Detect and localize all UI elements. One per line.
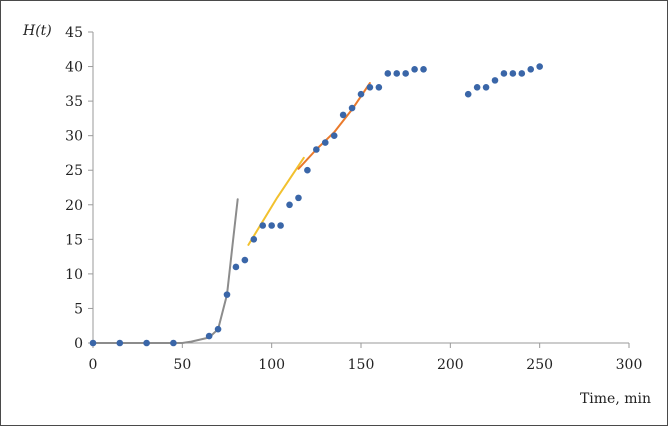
data-point: [357, 90, 365, 98]
data-point: [330, 132, 338, 139]
data-point: [500, 70, 508, 77]
data-point: [170, 339, 177, 347]
data-point: [214, 325, 222, 333]
data-point: [411, 66, 418, 73]
data-point: [393, 70, 401, 77]
x-tick-label: 300: [616, 357, 643, 373]
data-point: [491, 77, 499, 84]
y-tick-label: 20: [65, 198, 83, 214]
data-point: [527, 66, 535, 73]
x-axis-title: Time, min: [580, 391, 651, 407]
data-point: [509, 70, 517, 77]
x-tick-label: 250: [526, 357, 553, 373]
data-point: [321, 139, 329, 146]
data-point: [250, 236, 258, 243]
y-tick-label: 0: [74, 336, 83, 352]
data-point: [304, 166, 311, 174]
data-point: [464, 90, 472, 98]
y-tick-label: 10: [65, 267, 83, 283]
data-point: [268, 222, 275, 229]
data-point: [143, 339, 150, 347]
data-point: [205, 332, 213, 340]
data-point: [232, 263, 240, 271]
data-point: [259, 222, 267, 229]
y-tick-label: 25: [65, 163, 83, 179]
x-tick-label: 100: [258, 357, 285, 373]
data-point: [223, 291, 231, 298]
y-tick-label: 45: [65, 25, 83, 41]
y-tick-label: 30: [65, 129, 83, 145]
data-point: [295, 194, 302, 202]
y-tick-label: 35: [65, 94, 83, 110]
data-point: [402, 70, 409, 77]
x-tick-label: 50: [173, 357, 191, 373]
data-point: [482, 83, 490, 91]
fit-line-gray: [92, 198, 239, 344]
y-tick-label: 5: [74, 301, 83, 317]
data-point: [339, 111, 347, 119]
data-point: [241, 256, 249, 264]
fit-line-orange: [297, 82, 371, 170]
data-point: [277, 222, 284, 229]
y-axis-title: H(t): [22, 23, 52, 39]
data-point: [473, 83, 481, 91]
data-point: [116, 339, 124, 347]
data-point: [313, 146, 320, 153]
data-point: [286, 201, 293, 209]
data-point: [536, 63, 543, 70]
data-point: [366, 83, 374, 91]
x-tick-label: 150: [348, 357, 375, 373]
data-point: [518, 70, 526, 77]
data-point: [384, 70, 392, 77]
data-point: [348, 104, 356, 112]
x-tick-label: 0: [89, 357, 98, 373]
y-tick-label: 40: [65, 60, 83, 76]
data-point: [375, 83, 383, 91]
fit-line-yellow: [247, 156, 305, 246]
data-point: [420, 66, 427, 73]
data-point: [89, 339, 97, 347]
y-tick-label: 15: [65, 232, 83, 248]
x-tick-label: 200: [437, 357, 464, 373]
